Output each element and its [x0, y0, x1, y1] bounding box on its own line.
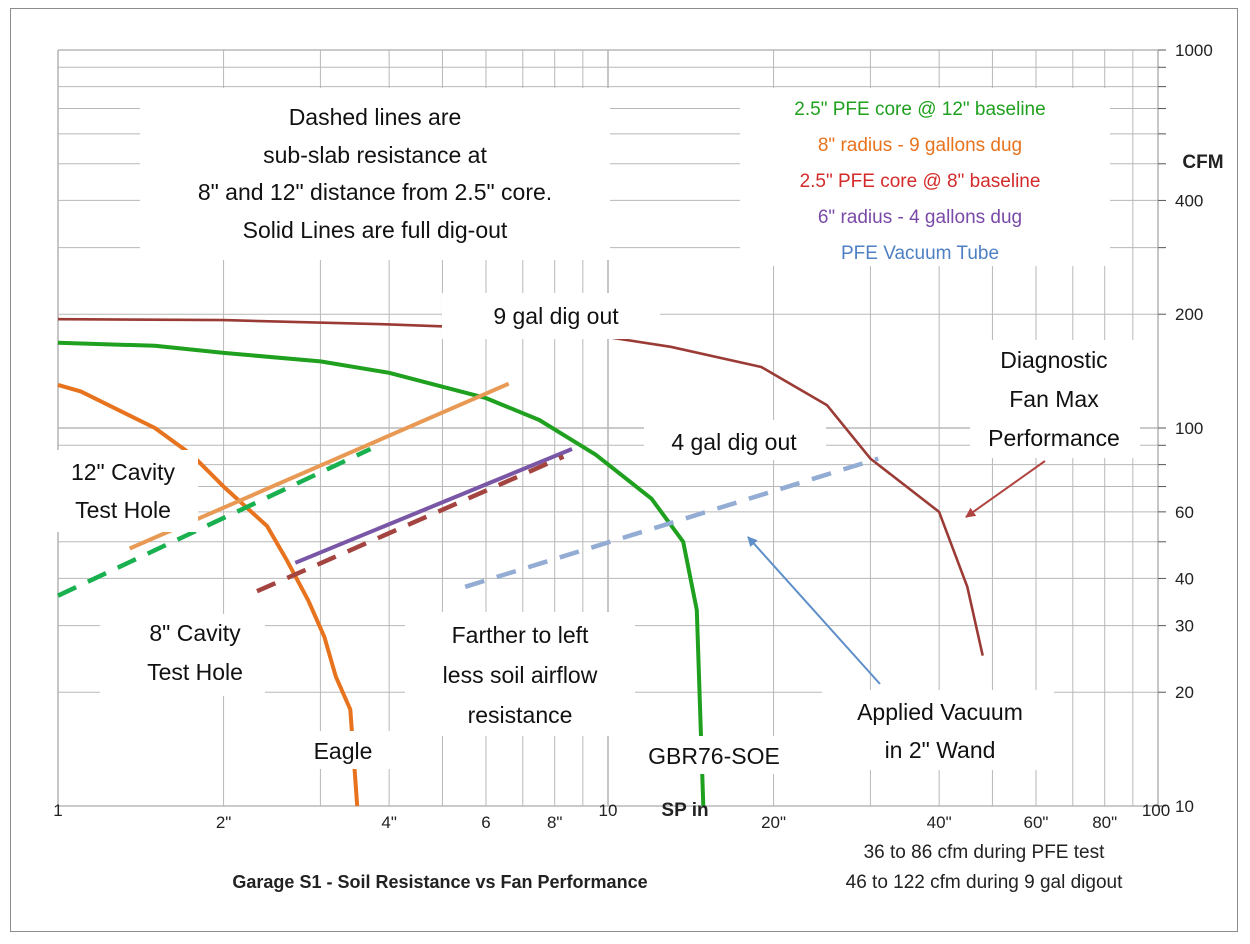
nine-gal-label: 9 gal dig out	[493, 303, 619, 329]
gbr-bg	[635, 736, 795, 774]
legend-entry-2: 2.5" PFE core @ 8" baseline	[800, 171, 1041, 192]
legend-block-bg	[740, 88, 1110, 266]
farther-bg	[405, 612, 635, 736]
series-line-5	[57, 446, 372, 598]
x-tick-label: 6	[481, 813, 490, 832]
y-tick-label: 30	[1175, 617, 1194, 636]
x-tick-label: 4"	[381, 813, 397, 832]
vacuum-bg	[822, 690, 1054, 770]
diag-arrow	[965, 460, 1046, 518]
info-line-1: Dashed lines are	[289, 104, 462, 130]
legend-entry-0: 2.5" PFE core @ 12" baseline	[794, 99, 1045, 120]
cavity8-line-2: Test Hole	[147, 659, 243, 685]
diag-line-2: Fan Max	[1009, 386, 1099, 412]
info-line-4: Solid Lines are full dig-out	[243, 217, 508, 243]
x-tick-label: 80"	[1092, 813, 1117, 832]
x-tick-label: 1	[53, 801, 62, 820]
cavity8-bg	[100, 614, 265, 696]
y-tick-label: 1000	[1175, 41, 1213, 60]
legend-entry-1: 8" radius - 9 gallons dug	[818, 135, 1022, 156]
series-line-1	[57, 340, 706, 807]
diag-line-1: Diagnostic	[1000, 347, 1107, 373]
eagle-label: Eagle	[314, 738, 373, 764]
legend-entry-3: 6" radius - 4 gallons dug	[818, 207, 1022, 228]
x-tick-label: 20"	[761, 813, 786, 832]
x-tick-label: 100	[1142, 801, 1170, 820]
info-line-2: sub-slab resistance at	[263, 142, 487, 168]
farther-line-3: resistance	[468, 702, 573, 728]
y-tick-label: 200	[1175, 305, 1203, 324]
x-axis-label: SP in	[661, 800, 708, 821]
cavity12-line-2: Test Hole	[75, 497, 171, 523]
chart-frame	[10, 8, 1238, 932]
y-tick-label: 40	[1175, 569, 1194, 588]
y-tick-label: 100	[1175, 419, 1203, 438]
y-tick-label: 400	[1175, 191, 1203, 210]
y-axis-label: CFM	[1182, 152, 1223, 173]
legend-block: 2.5" PFE core @ 12" baseline 8" radius - …	[794, 99, 1045, 264]
x-tick-label: 10	[599, 801, 618, 820]
vacuum-line-1: Applied Vacuum	[857, 699, 1023, 725]
x-tick-label: 2"	[216, 813, 232, 832]
x-tick-labels: 1 2" 4" 6 8" 10 20" 40" 60" 80" 100	[53, 801, 1170, 832]
diag-bg	[970, 340, 1140, 458]
x-tick-label: 40"	[927, 813, 952, 832]
x-tick-label: 60"	[1024, 813, 1049, 832]
cfm-range-line-1: 36 to 86 cfm during PFE test	[864, 842, 1106, 863]
cavity12-line-1: 12" Cavity	[71, 459, 176, 485]
y-tick-label: 20	[1175, 683, 1194, 702]
farther-line-1: Farther to left	[452, 622, 589, 648]
four-gal-label: 4 gal dig out	[671, 429, 797, 455]
legend-entry-4: PFE Vacuum Tube	[841, 243, 999, 264]
vacuum-arrow	[747, 536, 881, 685]
gbr-label: GBR76-SOE	[648, 743, 780, 769]
series-layer	[57, 317, 984, 807]
info-block-bg	[140, 88, 610, 260]
series-line-0	[57, 382, 360, 807]
farther-line-2: less soil airflow	[443, 662, 598, 688]
chart-title: Garage S1 - Soil Resistance vs Fan Perfo…	[232, 872, 647, 892]
y-tick-labels: 10 20 30 40 60 100 200 400 1000	[1175, 41, 1213, 816]
eagle-bg	[294, 731, 392, 769]
diag-line-3: Performance	[988, 425, 1120, 451]
cavity8-line-1: 8" Cavity	[149, 620, 241, 646]
y-tick-label: 10	[1175, 797, 1194, 816]
info-line-3: 8" and 12" distance from 2.5" core.	[198, 179, 552, 205]
four-gal-bg	[644, 420, 826, 460]
cfm-range-line-2: 46 to 122 cfm during 9 gal digout	[846, 872, 1123, 893]
series-line-7	[464, 456, 879, 589]
series-line-2	[57, 317, 984, 656]
x-tick-label: 8"	[547, 813, 563, 832]
nine-gal-bg	[442, 293, 660, 339]
series-line-6	[256, 454, 565, 594]
cavity12-bg	[48, 450, 198, 532]
vacuum-line-2: in 2" Wand	[885, 737, 996, 763]
series-line-4	[294, 447, 573, 565]
y-tick-label: 60	[1175, 503, 1194, 522]
